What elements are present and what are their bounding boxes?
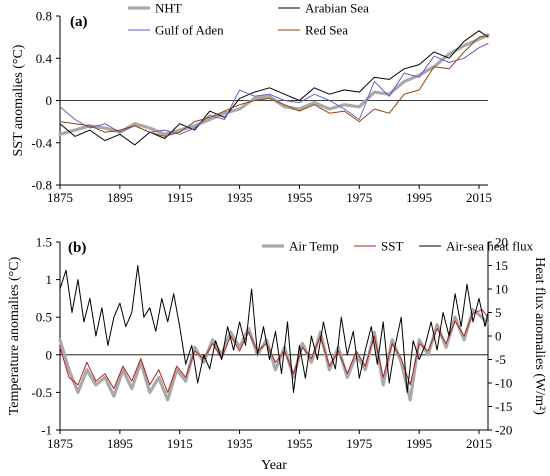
- y-tick-label-left: 1.5: [36, 235, 52, 250]
- y-tick-label-right: -5: [495, 352, 506, 367]
- x-tick-label: 1975: [346, 190, 372, 205]
- y-tick-label-right: 20: [495, 235, 508, 250]
- legend-label: SST: [381, 239, 403, 254]
- x-tick-label: 1915: [167, 436, 193, 451]
- x-tick-label: 1875: [47, 190, 73, 205]
- panel-label: (a): [70, 14, 88, 30]
- x-tick-label: 1895: [107, 436, 133, 451]
- legend: Air Temp SST Air-sea heat flux: [262, 239, 534, 254]
- y-tick-label-left: -0.4: [31, 135, 52, 150]
- series-line-gulf-of-aden: [59, 43, 489, 135]
- x-tick-label: 1995: [406, 436, 432, 451]
- x-tick-label: 1995: [406, 190, 432, 205]
- y-tick-label-right: -10: [495, 376, 512, 391]
- y-tick-label-left: 0.5: [36, 310, 52, 325]
- y-tick-label-right: -20: [495, 423, 512, 438]
- y-tick-label-left: -0.8: [31, 178, 52, 193]
- legend-label: Air Temp: [289, 239, 339, 254]
- y-axis-label-left: Temperature anomalies (°C): [7, 256, 22, 415]
- x-tick-label: 1875: [47, 436, 73, 451]
- series-line-sst: [59, 309, 489, 393]
- legend-label: NHT: [155, 1, 182, 16]
- panel-b: 1875 1895 1915 1935 1955 1975 1995 2015-1-0.500…: [7, 235, 547, 474]
- legend-label: Red Sea: [305, 23, 348, 38]
- y-tick-label-left: 0.4: [36, 51, 53, 66]
- series-line-arabian-sea: [59, 30, 489, 146]
- panel-label: (b): [68, 240, 86, 256]
- legend-label: Arabian Sea: [305, 1, 369, 16]
- y-tick-label-left: 0.8: [36, 9, 52, 24]
- y-tick-label-right: -15: [495, 399, 512, 414]
- y-tick-label-right: 10: [495, 282, 508, 297]
- legend-label: Gulf of Aden: [155, 23, 224, 38]
- series-line-nht: [58, 33, 490, 136]
- x-tick-label: 2015: [466, 190, 492, 205]
- y-tick-label-right: 0: [495, 329, 502, 344]
- y-tick-label-left: 0: [46, 347, 53, 362]
- x-tick-label: 1895: [107, 190, 133, 205]
- series-line-red-sea: [59, 34, 489, 137]
- y-tick-label-left: -1: [41, 423, 52, 438]
- panel-a: 1875 1895 1915 1935 1955 1975 1995 2015 -0.8 -0.4…: [11, 1, 492, 206]
- y-tick-label-right: 15: [495, 258, 508, 273]
- x-tick-label: 1955: [286, 190, 312, 205]
- y-tick-label-left: 0: [46, 93, 53, 108]
- series-line-air-sea-heat-flux: [59, 265, 489, 393]
- x-tick-label: 1935: [227, 436, 253, 451]
- x-tick-label: 1935: [227, 190, 253, 205]
- legend-label: Air-sea heat flux: [446, 239, 534, 254]
- series-line-air-temp: [58, 308, 490, 402]
- y-axis-label-left: SST anomalies (°C): [11, 44, 26, 156]
- x-tick-label: 1955: [286, 436, 312, 451]
- y-axis-label-right: Heat flux anomalies (W/m²): [532, 257, 547, 415]
- x-tick-label: 1915: [167, 190, 193, 205]
- x-axis-label: Year: [261, 458, 287, 473]
- legend: NHT Arabian Sea Gulf of Aden Red Sea: [128, 1, 369, 38]
- x-tick-label: 2015: [466, 436, 492, 451]
- y-tick-label-left: -0.5: [31, 385, 52, 400]
- x-tick-label: 1975: [346, 436, 372, 451]
- y-tick-label-left: 1: [46, 272, 53, 287]
- y-tick-label-right: 5: [495, 305, 502, 320]
